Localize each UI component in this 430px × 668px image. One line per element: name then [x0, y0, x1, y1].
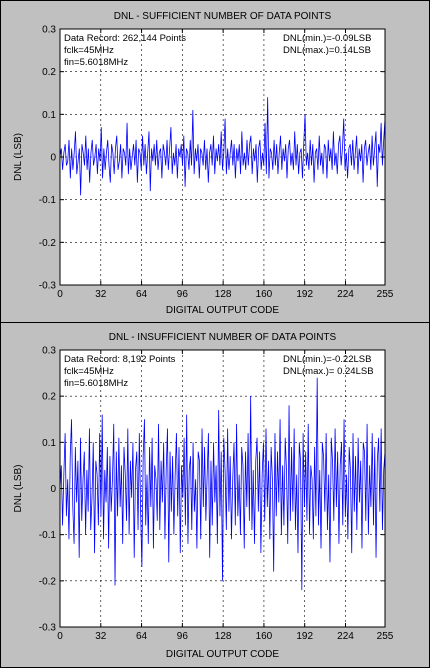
y-axis-label: DNL (LSB) [13, 465, 24, 513]
y-tick-label: 0.3 [42, 346, 56, 357]
y-tick-label: 0.1 [42, 438, 56, 449]
y-axis-label: DNL (LSB) [13, 133, 24, 181]
y-tick-label: -0.2 [39, 576, 57, 587]
x-tick-label: 0 [57, 289, 63, 300]
chart-insufficient-points: DNL - INSUFFICIENT NUMBER OF DATA POINTS… [13, 332, 394, 660]
annotation-right: DNL(max.)=0.14LSB [283, 45, 371, 56]
x-axis-label: DIGITAL OUTPUT CODE [166, 305, 279, 316]
x-tick-label: 96 [177, 631, 189, 642]
y-tick-label: 0.2 [42, 392, 56, 403]
x-tick-label: 0 [57, 631, 63, 642]
x-tick-label: 160 [256, 289, 273, 300]
x-tick-label: 192 [296, 631, 313, 642]
dnl-series-line [59, 377, 386, 591]
x-axis-label: DIGITAL OUTPUT CODE [166, 649, 279, 660]
x-tick-label: 64 [136, 289, 148, 300]
y-tick-label: -0.1 [39, 530, 57, 541]
x-tick-label: 255 [377, 631, 394, 642]
x-tick-label: 224 [337, 289, 354, 300]
chart-title: DNL - INSUFFICIENT NUMBER OF DATA POINTS [109, 332, 337, 343]
x-tick-label: 128 [215, 631, 232, 642]
y-tick-label: -0.3 [39, 623, 57, 634]
annotation-right: DNL(min.)=-0.09LSB [283, 33, 371, 44]
y-tick-label: 0 [50, 484, 56, 495]
chart-sufficient-points: DNL - SUFFICIENT NUMBER OF DATA POINTS 0 3… [13, 11, 394, 316]
annotation-left: Data Record: 262,144 Points [64, 33, 186, 44]
x-tick-label: 192 [296, 289, 313, 300]
y-tick-label: -0.3 [39, 281, 57, 292]
y-tick-label: 0 [50, 153, 56, 164]
x-tick-label: 64 [136, 631, 148, 642]
x-tick-label: 32 [95, 289, 107, 300]
chart-title: DNL - SUFFICIENT NUMBER OF DATA POINTS [114, 11, 332, 22]
annotation-right: DNL(max.)= 0.24LSB [283, 366, 374, 377]
annotation-left: fin=5.6018MHz [64, 378, 128, 389]
x-tick-label: 128 [215, 289, 232, 300]
y-tick-label: 0.2 [42, 67, 56, 78]
annotation-left: fin=5.6018MHz [64, 57, 128, 68]
x-tick-label: 224 [337, 631, 354, 642]
y-tick-label: -0.2 [39, 238, 57, 249]
annotation-left: Data Record: 8,192 Points [64, 354, 176, 365]
dnl-series-line [59, 97, 386, 196]
annotation-left: fclk=45MHz [64, 366, 114, 377]
x-tick-label: 160 [256, 631, 273, 642]
annotation-right: DNL(min.)=-0.22LSB [283, 354, 371, 365]
annotation-left: fclk=45MHz [64, 45, 114, 56]
x-tick-label: 96 [177, 289, 189, 300]
y-tick-label: -0.1 [39, 195, 57, 206]
y-tick-label: 0.1 [42, 110, 56, 121]
x-tick-label: 32 [95, 631, 107, 642]
y-tick-label: 0.3 [42, 25, 56, 36]
x-tick-label: 255 [377, 289, 394, 300]
